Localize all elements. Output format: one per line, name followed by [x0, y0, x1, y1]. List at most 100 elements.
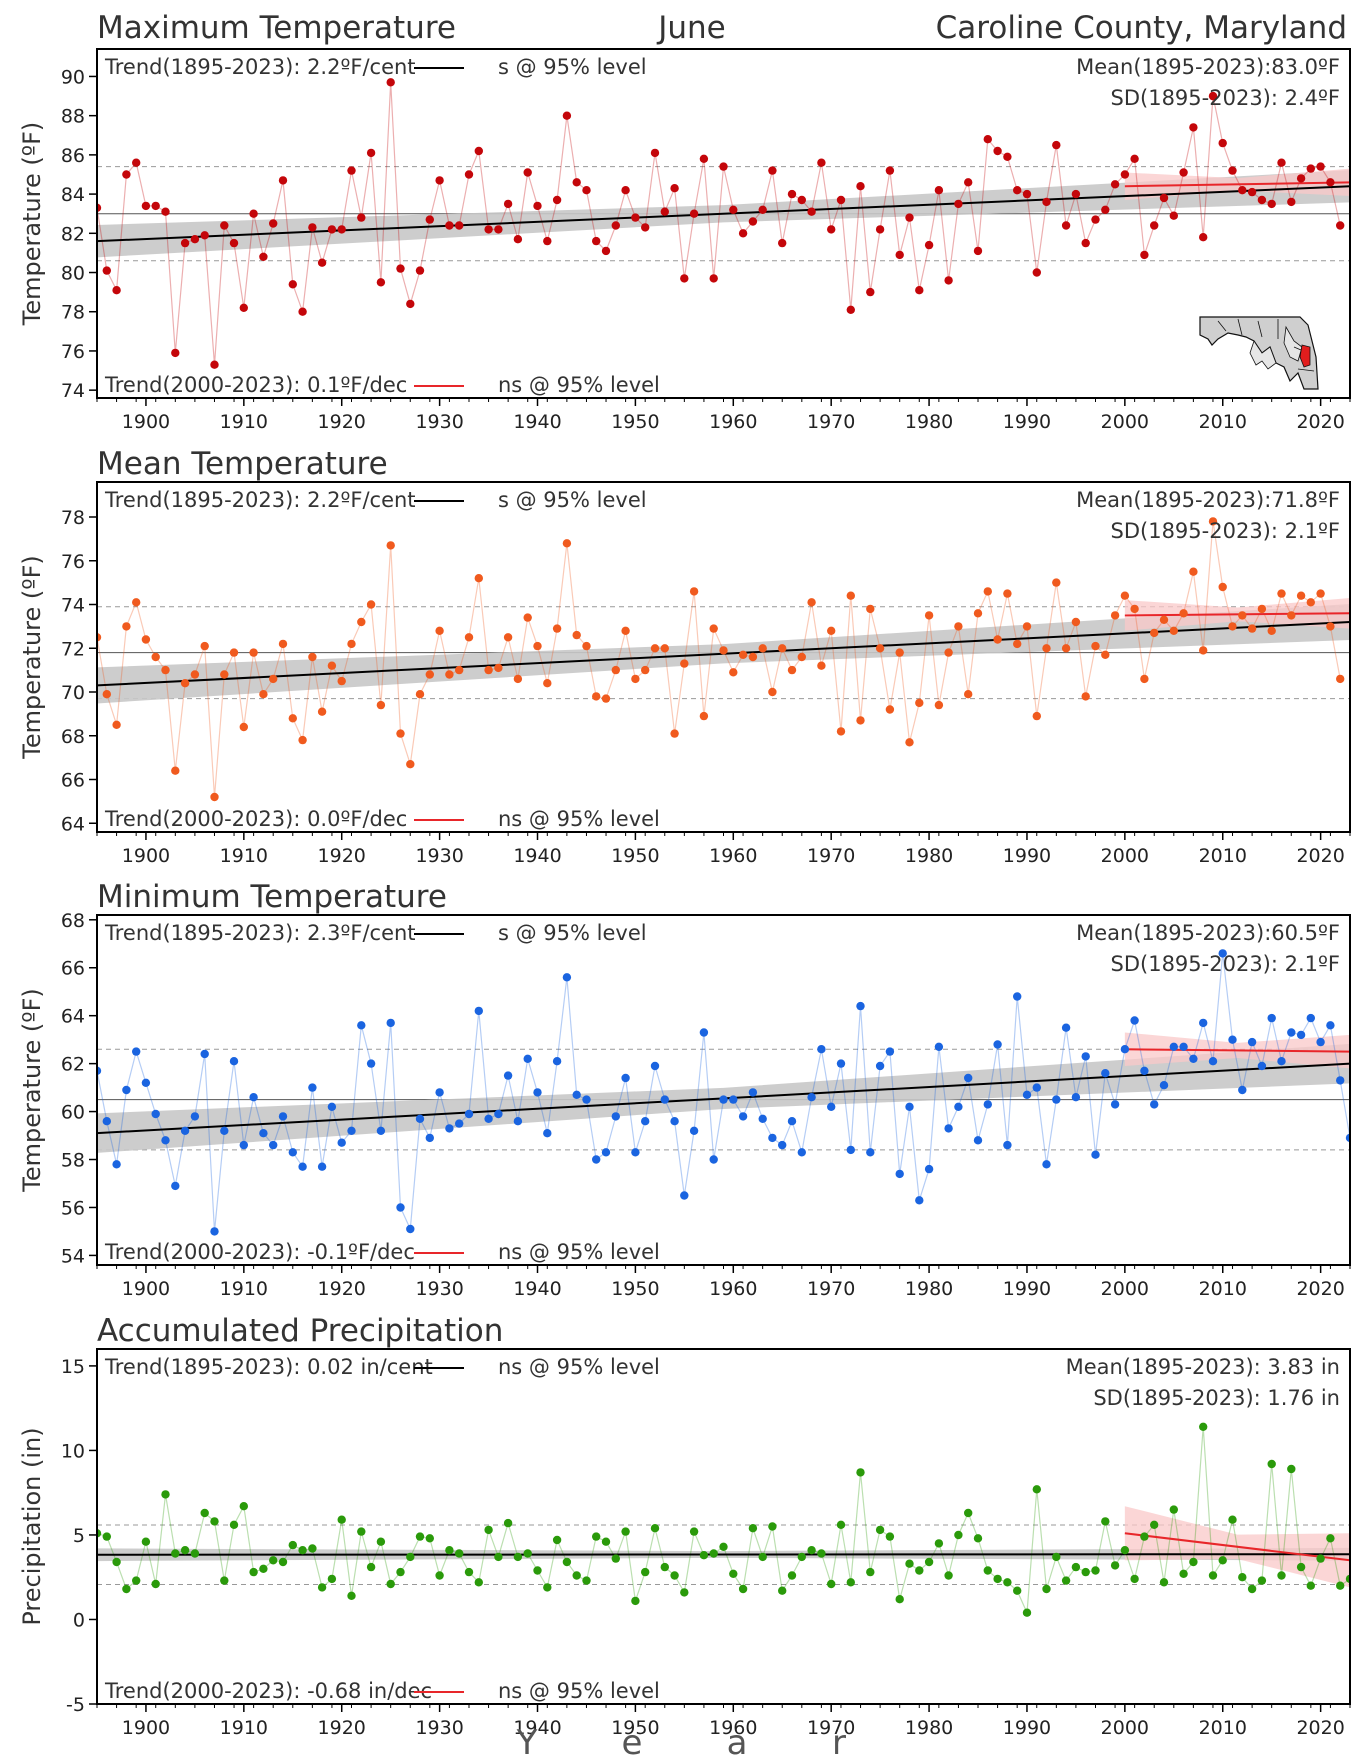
- sd-annotation: SD(1895-2023): 2.1ºF: [1111, 519, 1340, 543]
- x-tick-label: 1930: [415, 1278, 463, 1300]
- data-point: [689, 1527, 699, 1536]
- data-point: [122, 170, 131, 179]
- data-point: [376, 278, 386, 287]
- data-point: [386, 78, 395, 87]
- data-point: [670, 184, 679, 193]
- chart-panel: 74 76 78 80 82 84 86 88 90 1900 1910 1920 1930 1940 19…: [18, 48, 1351, 433]
- data-point: [758, 1552, 767, 1562]
- maryland-map-icon: [1199, 316, 1319, 390]
- data-point: [1003, 152, 1012, 161]
- data-point: [1336, 1076, 1345, 1085]
- data-point: [1238, 1085, 1247, 1095]
- data-point: [1208, 1057, 1218, 1066]
- data-point: [288, 714, 297, 723]
- data-point: [582, 641, 591, 651]
- x-tick-label: 1930: [415, 845, 463, 867]
- data-point: [944, 648, 953, 657]
- data-point: [1179, 1569, 1188, 1579]
- data-point: [161, 1490, 170, 1499]
- data-point: [719, 646, 728, 655]
- data-point: [915, 1196, 924, 1205]
- data-point: [1032, 268, 1042, 277]
- data-point: [406, 1224, 415, 1234]
- mean-annotation: Mean(1895-2023):83.0ºF: [1076, 55, 1340, 79]
- data-point: [709, 1549, 718, 1558]
- data-point: [210, 1227, 219, 1236]
- x-axis-title: Y e a r: [516, 1723, 846, 1763]
- data-point: [983, 135, 992, 144]
- data-point: [1110, 1100, 1120, 1109]
- y-tick-label: 64: [61, 813, 85, 835]
- data-point: [1228, 166, 1237, 175]
- data-point: [1150, 1520, 1159, 1530]
- data-point: [533, 1566, 542, 1575]
- data-point: [474, 1578, 483, 1587]
- data-point: [856, 1468, 865, 1477]
- data-point: [1287, 197, 1296, 207]
- data-point: [1218, 949, 1227, 958]
- plot-area: [97, 949, 1350, 1236]
- data-point: [151, 652, 160, 662]
- data-point: [748, 1088, 758, 1097]
- data-point: [621, 1527, 630, 1536]
- sd-annotation: SD(1895-2023): 1.76 in: [1093, 1386, 1340, 1410]
- x-tick-label: 1900: [122, 1717, 170, 1739]
- data-point: [455, 1119, 464, 1128]
- sd-annotation: SD(1895-2023): 2.4ºF: [1111, 86, 1340, 110]
- data-point: [464, 1109, 474, 1119]
- data-point: [1316, 1554, 1325, 1563]
- data-point: [308, 223, 317, 232]
- data-point: [1159, 615, 1169, 624]
- data-point: [572, 1571, 581, 1580]
- data-point: [1022, 1608, 1032, 1617]
- data-point: [1247, 1037, 1257, 1047]
- data-point: [954, 1530, 963, 1540]
- data-point: [973, 1136, 983, 1145]
- data-point: [738, 1112, 748, 1121]
- data-point: [875, 644, 885, 653]
- data-point: [817, 661, 826, 670]
- data-point: [1081, 1567, 1090, 1577]
- data-point: [1071, 1093, 1081, 1102]
- data-point: [298, 1546, 307, 1555]
- data-point: [1013, 186, 1022, 195]
- x-tick-label: 1950: [611, 1278, 659, 1300]
- data-point: [660, 207, 669, 216]
- data-point: [836, 727, 846, 736]
- sd-annotation: SD(1895-2023): 2.1ºF: [1111, 952, 1340, 976]
- data-point: [856, 182, 865, 191]
- y-tick-label: 88: [61, 106, 85, 128]
- data-point: [1277, 1571, 1286, 1580]
- data-point: [1277, 1057, 1286, 1066]
- data-point: [1306, 598, 1316, 607]
- data-point: [513, 1552, 523, 1562]
- data-point: [494, 1552, 503, 1562]
- data-point: [415, 1532, 425, 1541]
- data-point: [435, 1088, 444, 1097]
- data-point: [1150, 628, 1159, 638]
- data-point: [171, 1181, 180, 1191]
- data-point: [836, 1520, 846, 1530]
- x-tick-label: 1960: [709, 1278, 757, 1300]
- data-point: [513, 674, 523, 684]
- data-point: [641, 665, 650, 675]
- data-point: [484, 1525, 493, 1535]
- trend-long-significance: ns @ 95% level: [498, 1355, 660, 1379]
- data-point: [347, 166, 356, 175]
- data-point: [494, 225, 503, 234]
- data-point: [455, 665, 464, 675]
- data-point: [190, 235, 200, 244]
- trend-recent-significance: ns @ 95% level: [498, 807, 660, 831]
- data-point: [425, 215, 434, 224]
- data-point: [298, 307, 307, 316]
- data-point: [180, 1546, 190, 1555]
- data-point: [827, 1579, 836, 1589]
- data-point: [885, 1047, 895, 1056]
- y-tick-label: 86: [61, 145, 85, 167]
- data-point: [1042, 1160, 1051, 1169]
- data-point: [709, 624, 718, 633]
- data-point: [1081, 692, 1090, 701]
- data-point: [1003, 1578, 1012, 1587]
- data-point: [445, 1124, 454, 1133]
- data-point: [317, 258, 327, 267]
